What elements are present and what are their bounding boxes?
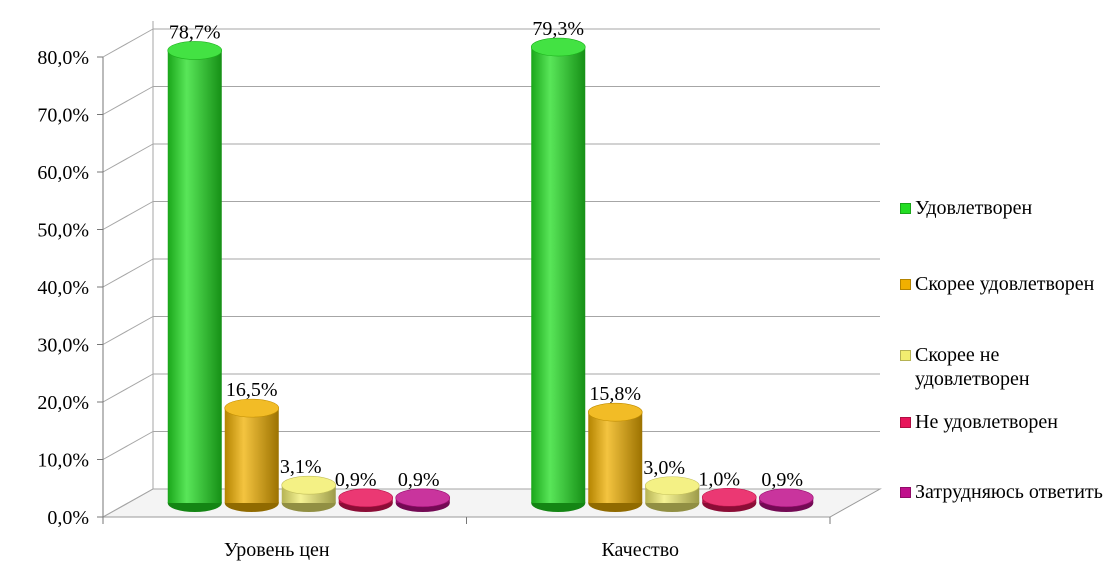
data-label: 16,5%	[226, 379, 278, 401]
bar	[167, 41, 223, 512]
data-label: 79,3%	[532, 18, 584, 40]
bar-top	[644, 476, 700, 496]
y-tick-label: 40,0%	[37, 277, 89, 299]
gridline-side	[102, 258, 154, 288]
bar-body	[588, 412, 643, 503]
legend-swatch	[900, 203, 911, 214]
bar	[395, 488, 451, 512]
data-label: 0,9%	[761, 469, 803, 491]
gridline-side	[102, 431, 154, 460]
bar-top	[167, 41, 223, 60]
data-labels: 78,7% 16,5% 3,1% 0,9% 0,9% 79,3% 15,8% 3,0% 1,0%…	[169, 18, 803, 491]
bar	[530, 37, 586, 512]
bar	[587, 402, 643, 512]
bar-top	[587, 402, 643, 422]
data-label: 0,9%	[335, 469, 377, 491]
bar-body	[531, 47, 586, 504]
legend-swatch	[900, 417, 911, 428]
bar-top	[281, 475, 337, 495]
y-tick-label: 10,0%	[37, 450, 89, 472]
legend-item: Скорее удовлетворен	[900, 272, 1105, 296]
y-tick-label: 0,0%	[47, 507, 89, 529]
data-label: 3,0%	[643, 457, 685, 479]
bar-top	[338, 488, 394, 508]
legend-item: Затрудняюсь ответить	[900, 480, 1105, 504]
gridline-side	[102, 201, 154, 230]
gridline-side	[102, 28, 154, 58]
legend-label: Затрудняюсь ответить	[915, 481, 1103, 503]
gridline-side	[102, 143, 154, 173]
y-tick-label: 50,0%	[37, 220, 89, 242]
data-label: 78,7%	[169, 21, 221, 43]
y-tick-label: 70,0%	[37, 105, 89, 127]
legend-swatch	[900, 350, 911, 361]
gridline-side	[102, 316, 154, 345]
bar	[338, 488, 394, 512]
bar-body	[167, 50, 222, 503]
data-label: 15,8%	[589, 383, 641, 405]
bar-top	[701, 487, 757, 507]
bar-top	[395, 488, 451, 508]
legend-item: Скорее не удовлетворен	[900, 343, 1105, 391]
bar	[224, 398, 280, 512]
bars	[167, 37, 814, 512]
legend-label: Скорее удовлетворен	[915, 273, 1095, 295]
bar-top	[758, 488, 814, 508]
y-tick-label: 30,0%	[37, 335, 89, 357]
gridline-side	[102, 488, 154, 518]
bar-top	[224, 398, 280, 418]
y-tick-label: 60,0%	[37, 162, 89, 184]
y-tick-label: 80,0%	[37, 47, 89, 69]
gridline-side	[102, 86, 154, 115]
bar-body	[224, 408, 279, 503]
bar	[758, 488, 814, 512]
bar	[281, 475, 337, 512]
y-axis: 0,0% 10,0% 20,0% 30,0% 40,0% 50,0% 60,0% 70,0% 8…	[37, 47, 104, 529]
bar-top	[530, 37, 586, 57]
data-label: 0,9%	[398, 469, 440, 491]
legend-swatch	[900, 487, 911, 498]
gridline-side	[102, 373, 154, 403]
x-tick-label: Уровень цен	[224, 539, 330, 561]
y-tick-label: 20,0%	[37, 392, 89, 414]
bar	[701, 487, 757, 512]
x-tick-label: Качество	[601, 539, 679, 561]
legend-item: Не удовлетворен	[900, 410, 1105, 434]
data-label: 3,1%	[280, 456, 322, 478]
bar	[644, 476, 700, 512]
legend-label: Скорее не удовлетворен	[915, 344, 1030, 390]
data-label: 1,0%	[698, 468, 740, 490]
legend-item: Удовлетворен	[900, 196, 1105, 220]
legend-label: Удовлетворен	[915, 197, 1033, 219]
x-axis: Уровень цен Качество	[102, 517, 831, 561]
legend-label: Не удовлетворен	[915, 411, 1058, 433]
legend-swatch	[900, 279, 911, 290]
